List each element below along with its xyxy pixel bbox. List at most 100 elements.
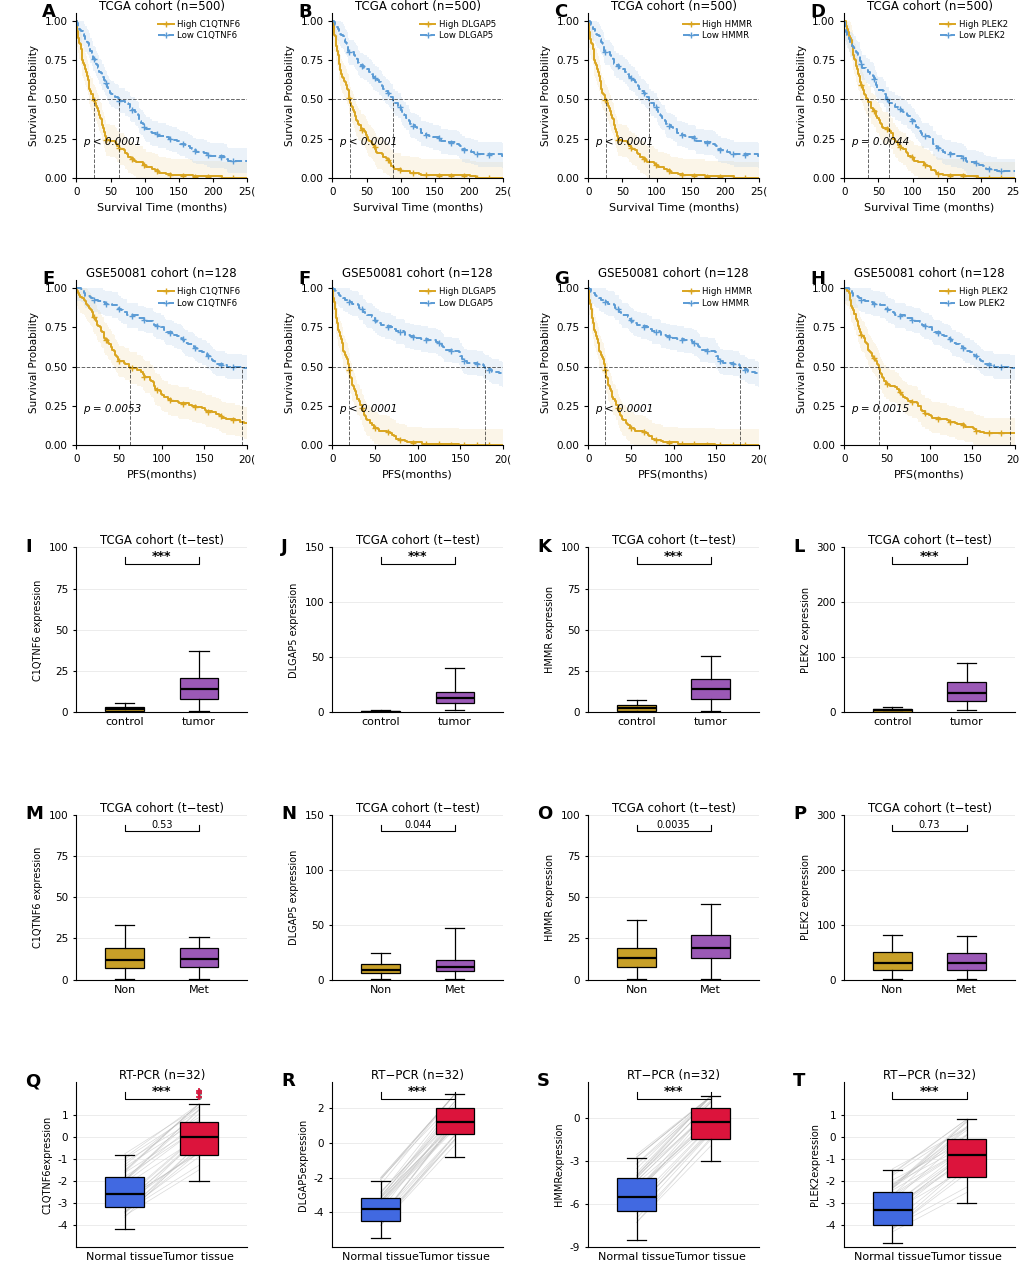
Y-axis label: HMMR expression: HMMR expression (544, 586, 554, 674)
Y-axis label: Survival Probability: Survival Probability (29, 312, 39, 413)
Y-axis label: DLGAP5expression: DLGAP5expression (298, 1118, 308, 1211)
PathPatch shape (691, 679, 730, 700)
Y-axis label: DLGAP5 expression: DLGAP5 expression (288, 849, 299, 945)
Text: E: E (43, 270, 55, 288)
Text: p < 0.0001: p < 0.0001 (595, 137, 653, 147)
Y-axis label: C1QTNF6expression: C1QTNF6expression (42, 1115, 52, 1214)
Text: A: A (43, 3, 56, 20)
Text: ***: *** (919, 1085, 938, 1097)
PathPatch shape (105, 706, 144, 711)
Title: TCGA cohort (t−test): TCGA cohort (t−test) (100, 535, 223, 547)
Text: 0.73: 0.73 (918, 820, 940, 830)
Title: TCGA cohort (t−test): TCGA cohort (t−test) (867, 802, 990, 815)
X-axis label: PFS(months): PFS(months) (382, 469, 452, 480)
Y-axis label: C1QTNF6 expression: C1QTNF6 expression (33, 579, 43, 680)
Title: RT−PCR (n=32): RT−PCR (n=32) (627, 1069, 719, 1082)
Text: ***: *** (152, 1085, 171, 1097)
PathPatch shape (361, 964, 399, 973)
Y-axis label: C1QTNF6 expression: C1QTNF6 expression (33, 847, 43, 948)
Text: B: B (298, 3, 312, 20)
Text: p < 0.0001: p < 0.0001 (339, 404, 397, 414)
Y-axis label: Survival Probability: Survival Probability (796, 45, 806, 146)
PathPatch shape (872, 953, 911, 969)
Title: TCGA cohort (n=500): TCGA cohort (n=500) (610, 0, 736, 13)
Text: M: M (25, 804, 43, 822)
PathPatch shape (105, 948, 144, 968)
Text: S: S (537, 1072, 549, 1090)
Y-axis label: HMMR expression: HMMR expression (544, 853, 554, 941)
Text: ***: *** (919, 550, 938, 563)
Title: TCGA cohort (t−test): TCGA cohort (t−test) (611, 802, 735, 815)
PathPatch shape (947, 953, 985, 969)
X-axis label: PFS(months): PFS(months) (638, 469, 708, 480)
PathPatch shape (435, 692, 474, 702)
Legend: High C1QTNF6, Low C1QTNF6: High C1QTNF6, Low C1QTNF6 (156, 17, 243, 42)
PathPatch shape (691, 935, 730, 958)
Text: ***: *** (663, 1085, 683, 1097)
PathPatch shape (947, 682, 985, 701)
Title: TCGA cohort (n=500): TCGA cohort (n=500) (355, 0, 480, 13)
Text: p = 0.0015: p = 0.0015 (850, 404, 909, 414)
Text: R: R (281, 1072, 294, 1090)
Title: TCGA cohort (t−test): TCGA cohort (t−test) (356, 802, 479, 815)
X-axis label: Survival Time (months): Survival Time (months) (353, 202, 482, 212)
PathPatch shape (616, 705, 655, 711)
Legend: High C1QTNF6, Low C1QTNF6: High C1QTNF6, Low C1QTNF6 (156, 284, 243, 310)
Text: T: T (793, 1072, 805, 1090)
Title: RT−PCR (n=32): RT−PCR (n=32) (882, 1069, 975, 1082)
Text: O: O (537, 804, 552, 822)
Text: P: P (793, 804, 805, 822)
Text: p < 0.0001: p < 0.0001 (339, 137, 397, 147)
Text: I: I (25, 537, 32, 555)
PathPatch shape (179, 948, 218, 967)
Text: p = 0.0044: p = 0.0044 (850, 137, 909, 147)
PathPatch shape (179, 678, 218, 700)
Text: N: N (281, 804, 296, 822)
X-axis label: Survival Time (months): Survival Time (months) (864, 202, 994, 212)
Text: ***: *** (663, 550, 683, 563)
Legend: High PLEK2, Low PLEK2: High PLEK2, Low PLEK2 (936, 284, 1010, 310)
Title: TCGA cohort (t−test): TCGA cohort (t−test) (611, 535, 735, 547)
Text: D: D (809, 3, 824, 20)
Text: J: J (281, 537, 287, 555)
X-axis label: PFS(months): PFS(months) (894, 469, 964, 480)
Text: L: L (793, 537, 804, 555)
Text: G: G (553, 270, 569, 288)
PathPatch shape (105, 1177, 144, 1207)
X-axis label: Survival Time (months): Survival Time (months) (97, 202, 226, 212)
Y-axis label: Survival Probability: Survival Probability (284, 45, 294, 146)
Legend: High PLEK2, Low PLEK2: High PLEK2, Low PLEK2 (936, 17, 1010, 42)
Y-axis label: Survival Probability: Survival Probability (29, 45, 39, 146)
PathPatch shape (361, 1198, 399, 1221)
Y-axis label: PLEK2expression: PLEK2expression (809, 1123, 819, 1206)
Text: Q: Q (25, 1072, 41, 1090)
Legend: High HMMR, Low HMMR: High HMMR, Low HMMR (680, 17, 754, 42)
Text: F: F (298, 270, 310, 288)
Y-axis label: PLEK2 expression: PLEK2 expression (800, 854, 810, 940)
Text: ***: *** (152, 550, 171, 563)
Text: 0.044: 0.044 (404, 820, 431, 830)
Text: H: H (809, 270, 824, 288)
X-axis label: PFS(months): PFS(months) (126, 469, 197, 480)
Text: K: K (537, 537, 550, 555)
Title: GSE50081 cohort (n=128: GSE50081 cohort (n=128 (87, 267, 236, 280)
PathPatch shape (691, 1108, 730, 1140)
Title: TCGA cohort (t−test): TCGA cohort (t−test) (867, 535, 990, 547)
Text: 0.0035: 0.0035 (656, 820, 690, 830)
Y-axis label: DLGAP5 expression: DLGAP5 expression (288, 582, 299, 678)
PathPatch shape (872, 709, 911, 711)
Title: RT-PCR (n=32): RT-PCR (n=32) (118, 1069, 205, 1082)
Title: GSE50081 cohort (n=128: GSE50081 cohort (n=128 (854, 267, 1004, 280)
PathPatch shape (616, 1178, 655, 1211)
Title: GSE50081 cohort (n=128: GSE50081 cohort (n=128 (342, 267, 492, 280)
Text: ***: *** (408, 550, 427, 563)
Text: p < 0.0001: p < 0.0001 (595, 404, 653, 414)
Legend: High DLGAP5, Low DLGAP5: High DLGAP5, Low DLGAP5 (417, 284, 498, 310)
PathPatch shape (872, 1192, 911, 1225)
PathPatch shape (435, 961, 474, 971)
PathPatch shape (179, 1122, 218, 1155)
Title: TCGA cohort (n=500): TCGA cohort (n=500) (99, 0, 224, 13)
Text: p < 0.0001: p < 0.0001 (84, 137, 142, 147)
Title: GSE50081 cohort (n=128: GSE50081 cohort (n=128 (598, 267, 748, 280)
Text: ***: *** (408, 1085, 427, 1097)
